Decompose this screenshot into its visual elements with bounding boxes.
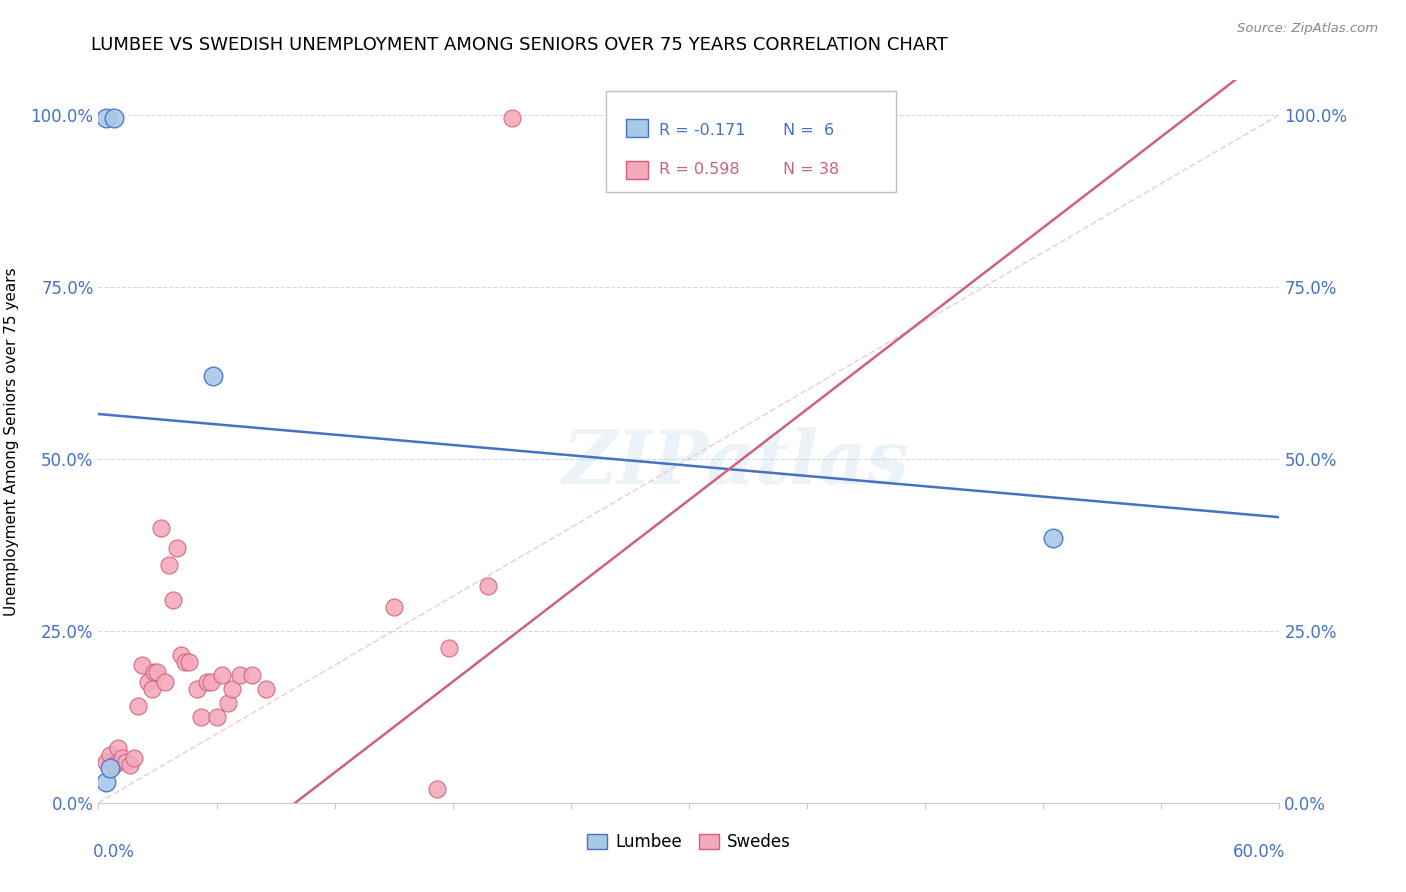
Point	[201, 369, 224, 384]
Point	[96, 111, 118, 125]
Point	[1042, 531, 1064, 545]
Point	[127, 699, 149, 714]
Legend: Lumbee, Swedes: Lumbee, Swedes	[579, 825, 799, 860]
Point	[162, 592, 184, 607]
FancyBboxPatch shape	[606, 91, 896, 193]
Point	[217, 696, 239, 710]
Point	[195, 675, 218, 690]
Point	[426, 782, 449, 797]
Point	[155, 675, 177, 690]
Point	[177, 655, 200, 669]
Point	[118, 758, 141, 772]
Point	[437, 640, 460, 655]
Point	[170, 648, 193, 662]
Point	[98, 747, 121, 762]
Point	[111, 751, 134, 765]
Point	[477, 579, 499, 593]
Text: ZIPatlas: ZIPatlas	[562, 427, 910, 500]
Point	[131, 658, 153, 673]
Point	[141, 682, 163, 697]
Point	[107, 740, 129, 755]
Point	[98, 761, 121, 775]
Point	[122, 751, 145, 765]
Point	[229, 668, 252, 682]
Point	[190, 710, 212, 724]
Point	[157, 558, 180, 573]
Point	[96, 775, 118, 789]
Point	[115, 755, 138, 769]
Point	[205, 710, 228, 724]
Y-axis label: Unemployment Among Seniors over 75 years: Unemployment Among Seniors over 75 years	[4, 268, 20, 615]
FancyBboxPatch shape	[626, 119, 648, 137]
Point	[166, 541, 188, 556]
Text: 60.0%: 60.0%	[1233, 843, 1285, 861]
Point	[146, 665, 169, 679]
Point	[96, 755, 118, 769]
Point	[150, 520, 173, 534]
FancyBboxPatch shape	[626, 161, 648, 179]
Point	[103, 111, 125, 125]
Point	[186, 682, 208, 697]
Text: Source: ZipAtlas.com: Source: ZipAtlas.com	[1237, 22, 1378, 36]
Point	[221, 682, 243, 697]
Point	[174, 655, 197, 669]
Point	[103, 758, 125, 772]
Text: LUMBEE VS SWEDISH UNEMPLOYMENT AMONG SENIORS OVER 75 YEARS CORRELATION CHART: LUMBEE VS SWEDISH UNEMPLOYMENT AMONG SEN…	[91, 36, 948, 54]
Text: R = -0.171: R = -0.171	[659, 123, 747, 138]
Point	[200, 675, 222, 690]
Point	[501, 111, 523, 125]
Text: N =  6: N = 6	[783, 123, 835, 138]
Point	[136, 675, 159, 690]
Text: N = 38: N = 38	[783, 162, 839, 178]
Point	[240, 668, 263, 682]
Point	[382, 599, 405, 614]
Text: 0.0%: 0.0%	[93, 843, 135, 861]
Text: R = 0.598: R = 0.598	[659, 162, 740, 178]
Point	[211, 668, 233, 682]
Point	[142, 665, 165, 679]
Point	[254, 682, 277, 697]
